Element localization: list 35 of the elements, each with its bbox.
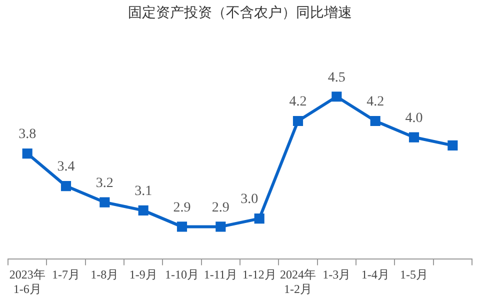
data-label: 3.8 (18, 127, 36, 142)
data-label: 3.1 (134, 184, 152, 200)
x-tick-label: 1-8月 (90, 268, 119, 282)
data-label: 2.9 (212, 200, 230, 216)
x-tick-label: 2024年 1-2月 (280, 268, 316, 296)
x-tick-label: 1-10月 (165, 268, 199, 282)
data-label: 3.0 (240, 192, 258, 208)
data-label: 4.2 (366, 94, 384, 110)
point (22, 148, 32, 159)
x-tick-label: 1-12月 (242, 268, 276, 282)
x-tick-label: 1-9月 (129, 268, 158, 282)
point (408, 132, 420, 142)
point (254, 214, 264, 224)
point (292, 116, 304, 126)
data-label: 3.2 (96, 176, 114, 191)
chart-title: 固定资产投资（不含农户）同比增速 (127, 4, 353, 22)
data-label: 4.5 (328, 70, 346, 86)
data-label: 4.0 (405, 110, 423, 126)
x-tick-label: 2023年 1-6月 (9, 268, 46, 296)
data-label: 3.4 (57, 160, 75, 175)
point (138, 205, 148, 216)
x-tick-label: 1-3月 (322, 268, 351, 282)
point (176, 222, 188, 232)
data-label: 2.9 (173, 200, 191, 216)
x-tick-label: 1-5月 (400, 268, 428, 282)
x-tick-label: 1-7月 (52, 268, 80, 282)
point (332, 92, 342, 102)
x-tick-label: 1-4月 (361, 268, 390, 282)
point (60, 181, 72, 192)
point (448, 140, 458, 150)
point (100, 197, 110, 208)
point (370, 116, 380, 126)
data-label: 4.2 (289, 94, 307, 110)
point (216, 222, 226, 232)
x-tick-label: 1-11月 (204, 268, 238, 282)
